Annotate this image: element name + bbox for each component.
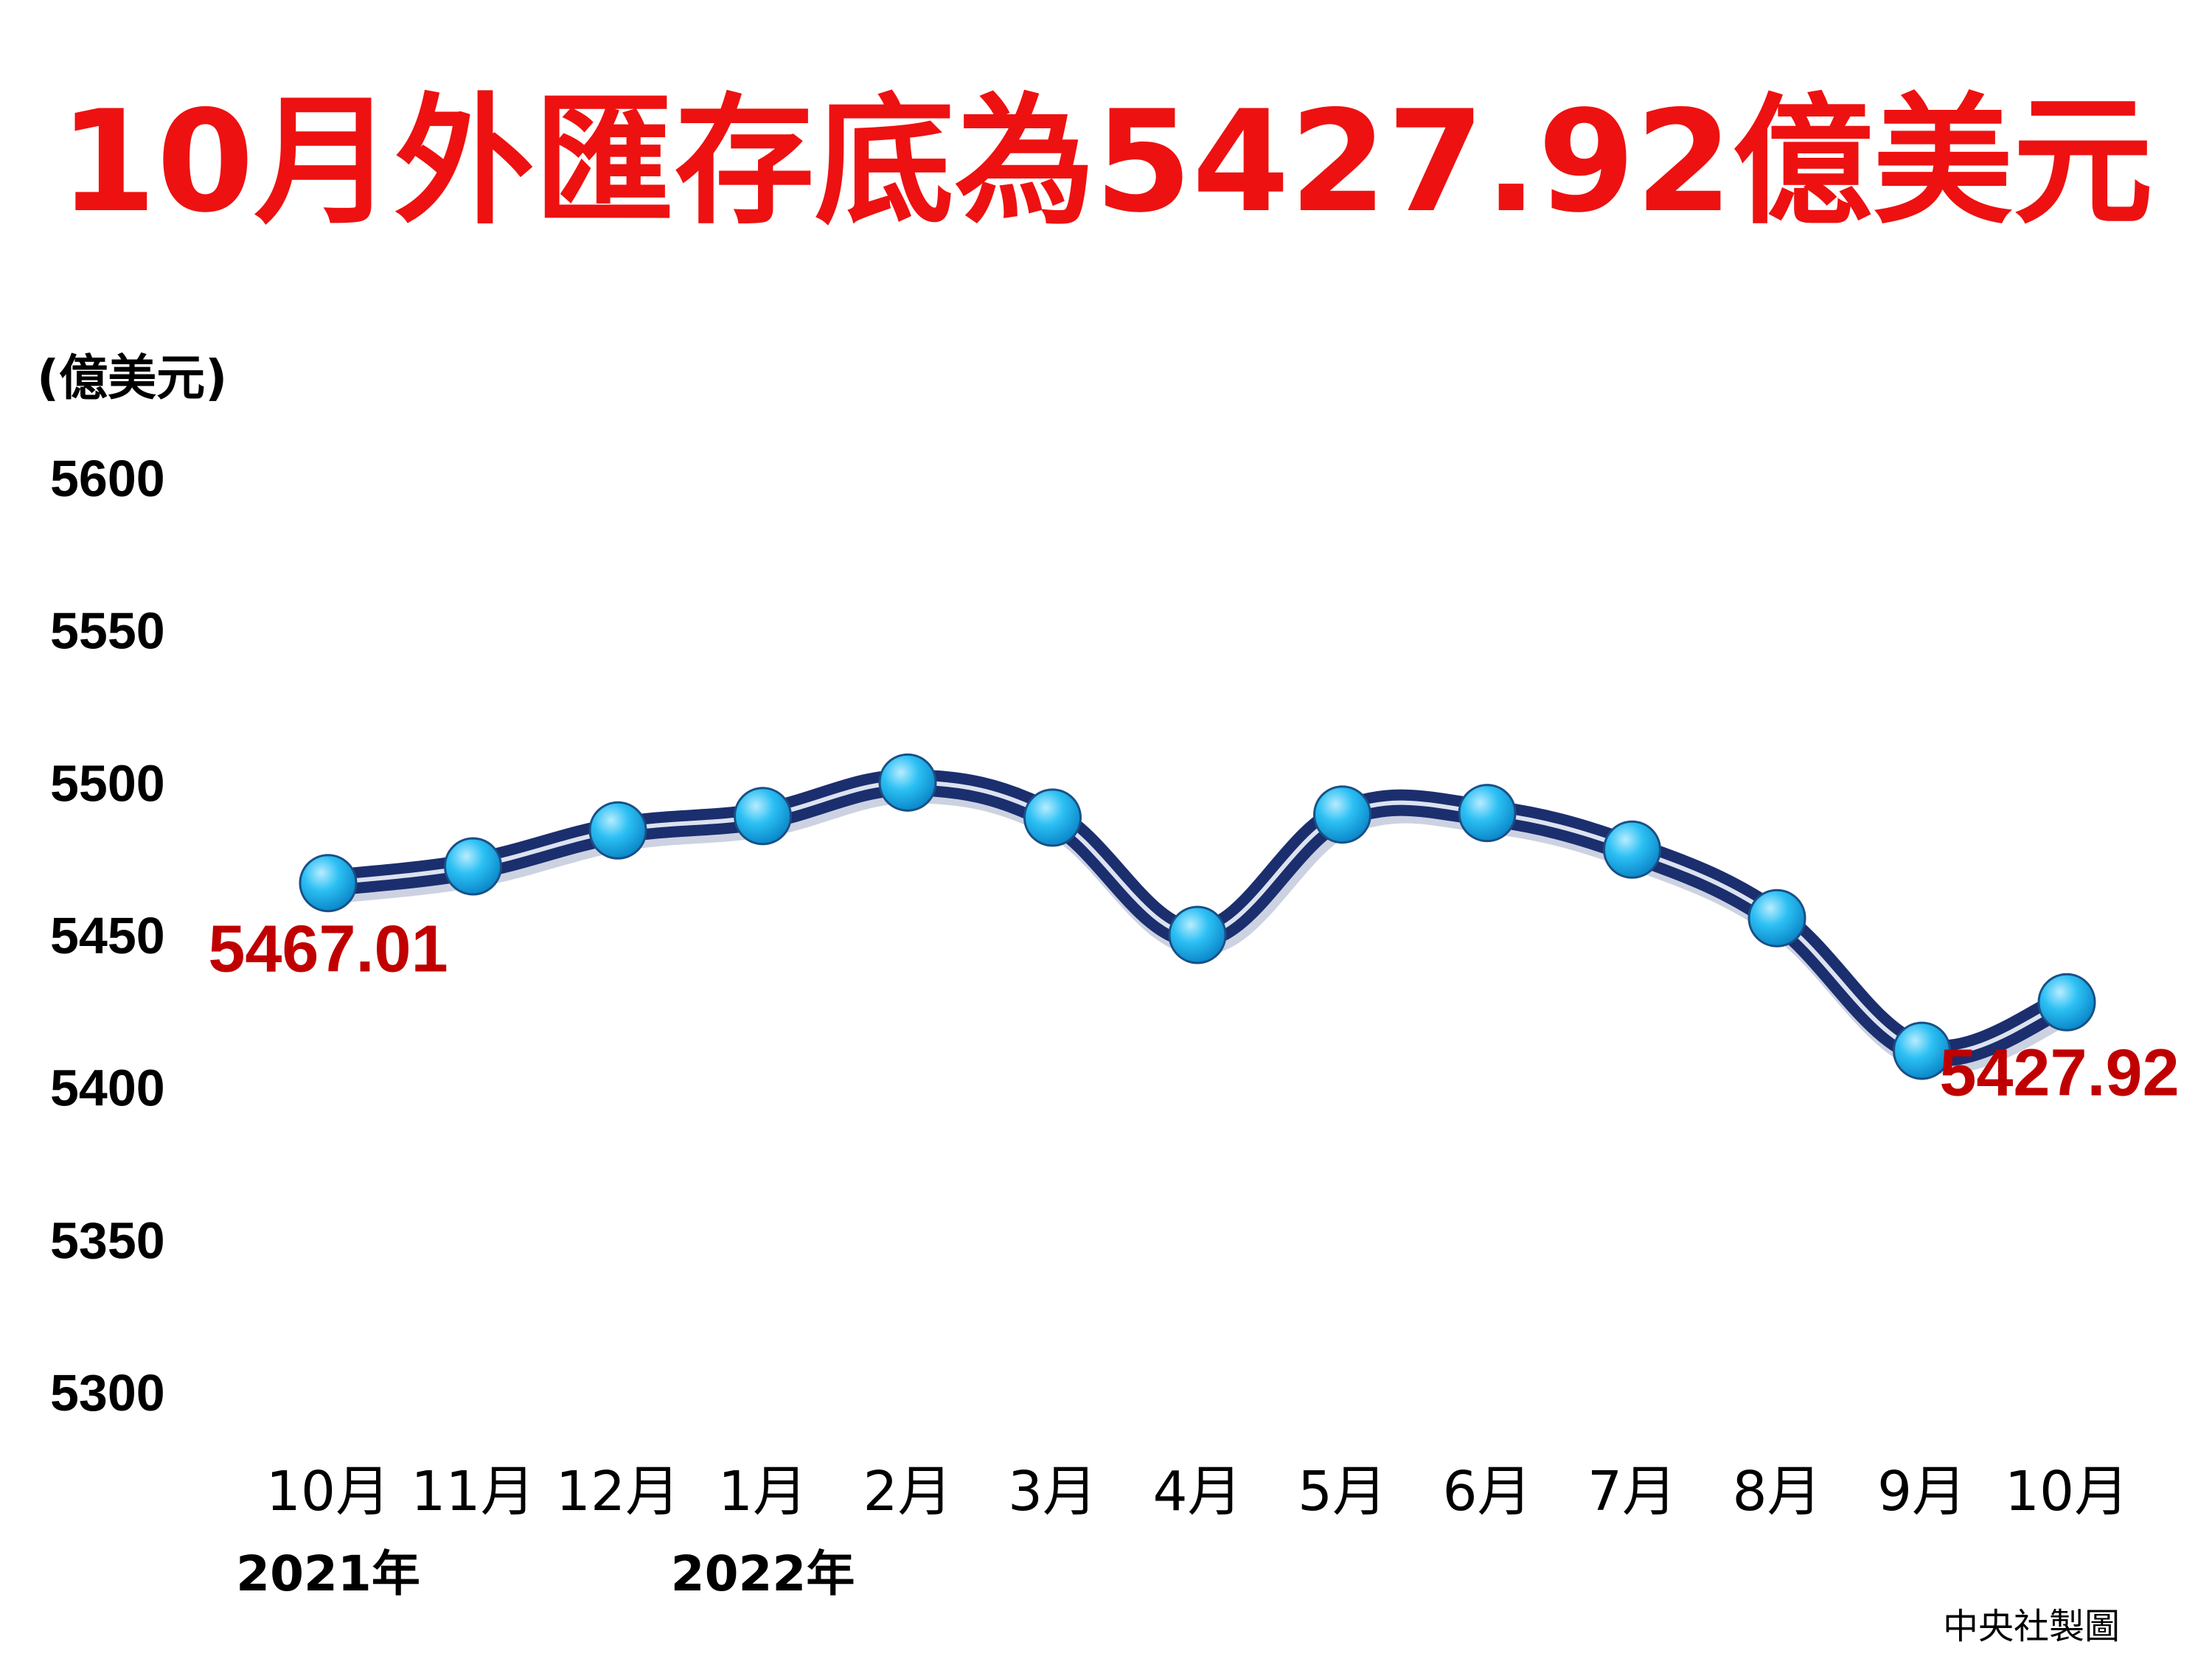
x-tick-10: 8月 bbox=[1732, 1460, 1821, 1523]
data-point-0 bbox=[299, 854, 358, 913]
data-label-1: 5427.92 bbox=[1939, 1036, 2179, 1110]
y-tick-5450: 5450 bbox=[50, 907, 165, 964]
data-point-11 bbox=[1893, 1021, 1951, 1080]
year-labels: 2021年 2022年 bbox=[236, 1545, 855, 1602]
data-point-1 bbox=[444, 837, 502, 896]
y-tick-5400: 5400 bbox=[50, 1060, 165, 1117]
y-tick-5300: 5300 bbox=[50, 1364, 165, 1422]
data-point-10 bbox=[1747, 888, 1806, 947]
x-tick-9: 7月 bbox=[1587, 1460, 1677, 1523]
source-credit: 中央社製圖 bbox=[1943, 1606, 2120, 1647]
x-tick-8: 6月 bbox=[1442, 1460, 1531, 1523]
x-tick-2: 12月 bbox=[556, 1460, 680, 1523]
x-tick-0: 10月 bbox=[266, 1460, 390, 1523]
y-tick-5550: 5550 bbox=[50, 602, 165, 660]
x-tick-5: 3月 bbox=[1008, 1460, 1097, 1523]
x-tick-6: 4月 bbox=[1152, 1460, 1242, 1523]
y-tick-5350: 5350 bbox=[50, 1211, 165, 1269]
data-label-0: 5467.01 bbox=[208, 913, 448, 987]
y-tick-5600: 5600 bbox=[50, 450, 165, 507]
x-tick-12: 10月 bbox=[2005, 1460, 2129, 1523]
x-tick-4: 2月 bbox=[863, 1460, 952, 1523]
data-point-8 bbox=[1458, 784, 1517, 843]
data-points bbox=[299, 753, 2096, 1080]
data-point-5 bbox=[1023, 788, 1082, 847]
x-tick-11: 9月 bbox=[1877, 1460, 1966, 1523]
data-point-12 bbox=[2037, 973, 2096, 1032]
chart-title: 10月外匯存底為5427.92億美元 bbox=[59, 80, 2153, 243]
data-point-9 bbox=[1603, 820, 1661, 879]
year-label-0: 2021年 bbox=[236, 1545, 420, 1602]
x-axis-ticks: 10月 11月 12月 1月 2月 3月 4月 5月 6月 7月 8月 9月 10月 bbox=[266, 1460, 2129, 1523]
data-point-6 bbox=[1168, 905, 1227, 964]
x-tick-3: 1月 bbox=[718, 1460, 807, 1523]
y-axis-label: (億美元) bbox=[37, 349, 227, 406]
data-point-7 bbox=[1313, 785, 1371, 844]
data-labels: 5467.01 5427.92 bbox=[208, 913, 2179, 1110]
y-tick-5500: 5500 bbox=[50, 754, 165, 812]
year-label-1: 2022年 bbox=[671, 1545, 855, 1602]
data-point-2 bbox=[588, 801, 647, 860]
x-tick-7: 5月 bbox=[1298, 1460, 1387, 1523]
x-tick-1: 11月 bbox=[411, 1460, 535, 1523]
data-point-4 bbox=[878, 753, 937, 812]
data-point-3 bbox=[734, 787, 792, 846]
y-axis-ticks: 5300 5350 5400 5450 5500 5550 5600 bbox=[50, 450, 165, 1422]
